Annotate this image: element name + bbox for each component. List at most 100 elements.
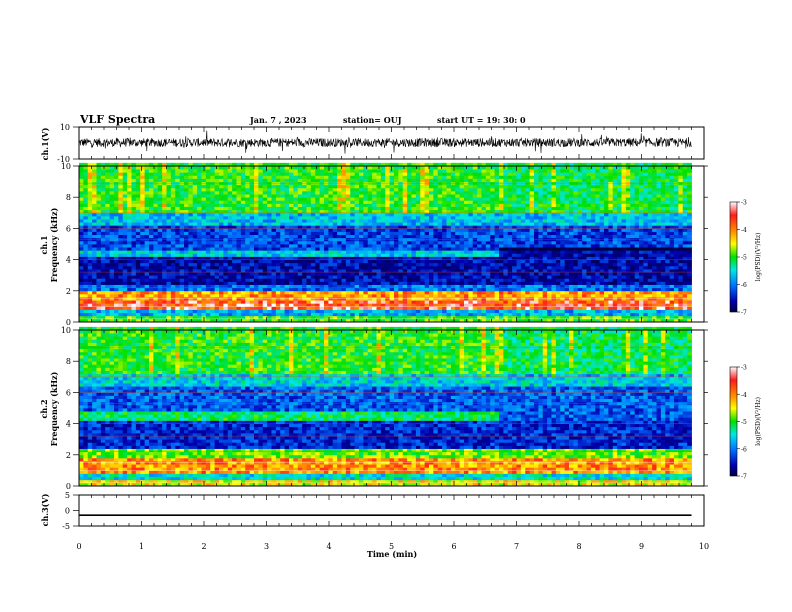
ch1-spectrogram-cell	[245, 187, 251, 192]
ch1-spectrogram-cell	[433, 194, 439, 198]
ch1-spectrogram-cell	[345, 219, 351, 223]
ch1-spectrogram-cell	[201, 228, 207, 232]
ch1-spectrogram-cell	[372, 200, 377, 204]
ch1-spectrogram-cell	[122, 312, 128, 317]
ch1-spectrogram-cell	[328, 306, 334, 310]
ch1-spectrogram-cell	[350, 190, 356, 195]
ch1-spectrogram-cell	[118, 225, 124, 229]
ch1-spectrogram-cell	[144, 172, 150, 176]
ch1-spectrogram-cell	[245, 234, 251, 239]
ch1-spectrogram-cell	[109, 200, 115, 204]
ch1-spectrogram-cell	[411, 259, 417, 264]
ch1-spectrogram-cell	[380, 194, 386, 198]
ch1-spectrogram-cell	[232, 187, 237, 192]
ch1-spectrogram-cell	[179, 309, 185, 314]
ch1-spectrogram-cell	[468, 184, 474, 189]
ch1-spectrogram-cell	[464, 247, 469, 251]
ch1-spectrogram-cell	[149, 209, 154, 214]
ch1-spectrogram-cell	[118, 222, 124, 226]
ch1-spectrogram-cell	[394, 259, 399, 264]
ch1-spectrogram-cell	[210, 247, 216, 251]
ch1-spectrogram-cell	[455, 203, 461, 207]
ch1-spectrogram-cell	[271, 250, 277, 254]
ch1-spectrogram-cell	[411, 244, 417, 248]
ch1-spectrogram-cell	[485, 250, 491, 254]
ch1-spectrogram-cell	[87, 203, 93, 207]
ch1-spectrogram-cell	[275, 265, 281, 270]
ch1-spectrogram-cell	[271, 166, 277, 170]
ch1-spectrogram-cell	[179, 200, 185, 204]
ch1-spectrogram-cell	[79, 315, 84, 320]
ch1-spectrogram-cell	[289, 272, 294, 276]
ch1-spectrogram-cell	[350, 187, 356, 192]
ch1-spectrogram-cell	[179, 284, 185, 289]
ch1-spectrogram-cell	[494, 256, 500, 260]
ch1-spectrogram-cell	[481, 206, 487, 211]
ch1-spectrogram-cell	[271, 234, 277, 239]
ch1-spectrogram-cell	[442, 275, 447, 279]
ch1-spectrogram-cell	[122, 247, 128, 251]
ch1-spectrogram-cell	[79, 175, 84, 179]
ch1-spectrogram-cell	[468, 250, 474, 254]
ch1-spectrogram-cell	[297, 166, 303, 170]
ch1-spectrogram-cell	[455, 259, 461, 264]
ch1-spectrogram-cell	[223, 247, 229, 251]
ch1-spectrogram-cell	[109, 184, 115, 189]
ch1-spectrogram-cell	[149, 203, 154, 207]
ch1-spectrogram-cell	[490, 247, 496, 251]
ch1-spectrogram-cell	[424, 172, 430, 176]
ch1-spectrogram-cell	[170, 309, 176, 314]
ch1-spectrogram-cell	[389, 209, 395, 214]
ch1-spectrogram-cell	[114, 303, 119, 307]
ch1-spectrogram-cell	[205, 219, 211, 223]
ch1-spectrogram-cell	[464, 293, 469, 298]
ch1-spectrogram-cell	[162, 222, 167, 226]
ch1-spectrogram-cell	[153, 209, 159, 214]
ch1-spectrogram-cell	[442, 284, 447, 289]
ch1-spectrogram-cell	[297, 225, 303, 229]
ch1-spectrogram-cell	[389, 262, 395, 267]
ch1-spectrogram-cell	[297, 175, 303, 179]
ch1-spectrogram-cell	[402, 187, 408, 192]
ch1-spectrogram-cell	[232, 281, 237, 285]
ch1-spectrogram-cell	[332, 272, 338, 276]
ch1-spectrogram-cell	[433, 200, 439, 204]
ch1-spectrogram-cell	[201, 225, 207, 229]
ch1-spectrogram-cell	[372, 300, 377, 304]
ch1-spectrogram-cell	[293, 300, 299, 304]
ch1-spectrogram-cell	[380, 265, 386, 270]
ch1-spectrogram-cell	[109, 272, 115, 276]
ch1-spectrogram-cell	[372, 194, 377, 198]
ch1-spectrogram-cell	[328, 278, 334, 282]
ch1-spectrogram-cell	[289, 228, 294, 232]
ch1-spectrogram-cell	[420, 175, 426, 179]
ch1-spectrogram-cell	[249, 250, 255, 254]
ch1-spectrogram-cell	[472, 240, 478, 245]
ch1-spectrogram-cell	[96, 250, 102, 254]
ch1-spectrogram-cell	[415, 190, 421, 195]
ch1-spectrogram-cell	[328, 315, 334, 320]
ch1-spectrogram-cell	[157, 281, 163, 285]
ch1-spectrogram-cell	[350, 265, 356, 270]
ch1-spectrogram-cell	[328, 212, 334, 217]
ch1-spectrogram-cell	[232, 222, 237, 226]
ch1-spectrogram-cell	[402, 222, 408, 226]
ch1-spectrogram-cell	[131, 244, 137, 248]
ch1-spectrogram-cell	[144, 197, 150, 201]
ch1-spectrogram-cell	[359, 268, 364, 273]
ch1-spectrogram-cell	[170, 259, 176, 264]
ch1-spectrogram-cell	[415, 287, 421, 292]
ch1-spectrogram-cell	[240, 290, 246, 295]
ch1-spectrogram-cell	[310, 312, 316, 317]
ch1-spectrogram-cell	[297, 206, 303, 211]
ch1-spectrogram-cell	[162, 312, 167, 317]
ch1-spectrogram-cell	[210, 312, 216, 317]
ch1-spectrogram-cell	[109, 275, 115, 279]
ch1-spectrogram-cell	[223, 287, 229, 292]
ch1-spectrogram-cell	[415, 215, 421, 220]
ch1-spectrogram-cell	[210, 272, 216, 276]
ch1-spectrogram-cell	[105, 228, 111, 232]
ch1-spectrogram-cell	[240, 247, 246, 251]
ch1-spectrogram-cell	[236, 175, 242, 179]
ch1-spectrogram-cell	[92, 162, 97, 167]
